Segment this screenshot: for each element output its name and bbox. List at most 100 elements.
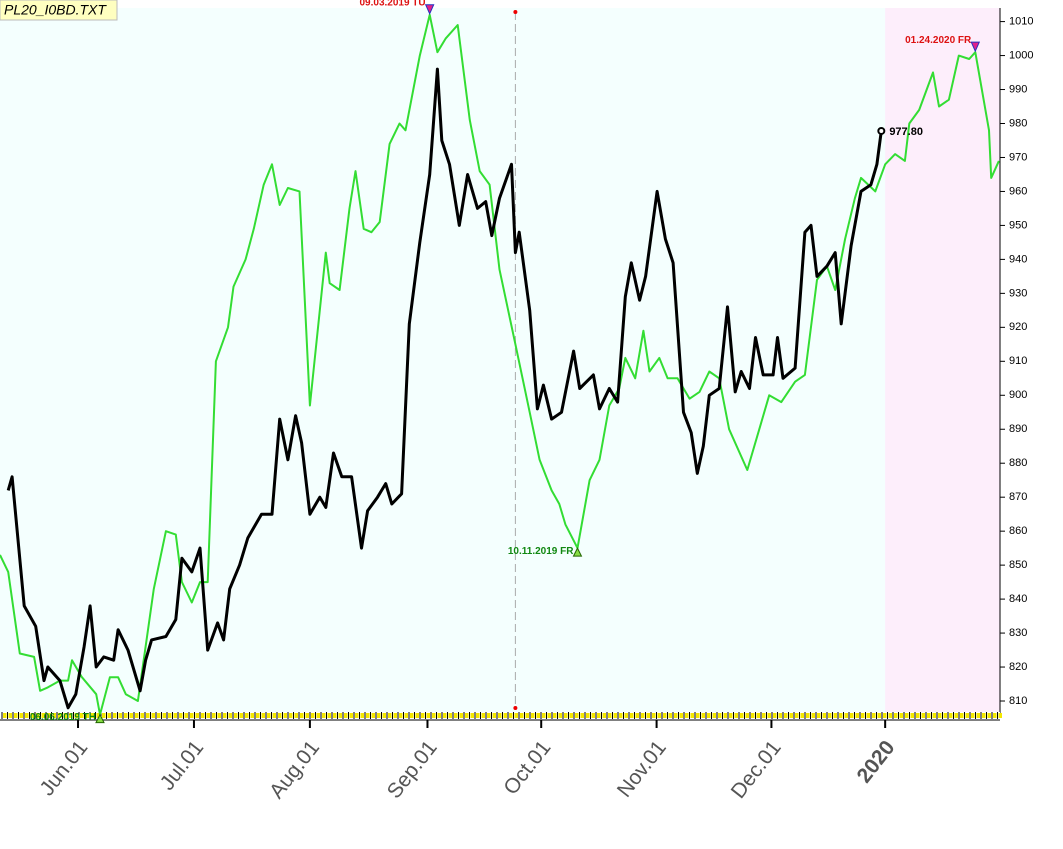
x-minor-tick-fill [778, 713, 782, 718]
x-minor-tick-fill [921, 713, 925, 718]
x-minor-tick-fill [575, 713, 579, 718]
x-minor-tick-fill [267, 713, 271, 718]
x-minor-tick-fill [212, 713, 216, 718]
x-minor-tick-fill [690, 713, 694, 718]
x-minor-tick-fill [905, 713, 909, 718]
x-minor-tick-fill [800, 713, 804, 718]
x-minor-tick-fill [696, 713, 700, 718]
x-minor-tick-fill [855, 713, 859, 718]
x-minor-tick-fill [971, 713, 975, 718]
x-minor-tick-fill [987, 713, 991, 718]
y-tick-label: 980 [1009, 117, 1027, 129]
x-minor-tick-fill [250, 713, 254, 718]
x-minor-tick-fill [817, 713, 821, 718]
x-minor-tick-fill [542, 713, 546, 718]
x-minor-tick-fill [96, 713, 100, 718]
x-minor-tick-fill [465, 713, 469, 718]
y-tick-label: 860 [1009, 525, 1027, 537]
x-minor-tick-fill [795, 713, 799, 718]
x-minor-tick-fill [938, 713, 942, 718]
x-minor-tick-fill [613, 713, 617, 718]
x-minor-tick-fill [503, 713, 507, 718]
x-minor-tick-fill [168, 713, 172, 718]
x-minor-tick-fill [47, 713, 51, 718]
x-minor-tick-fill [146, 713, 150, 718]
x-minor-tick-fill [641, 713, 645, 718]
y-tick-label: 890 [1009, 423, 1027, 435]
x-minor-tick-fill [646, 713, 650, 718]
annotation-label: 10.11.2019 FR [508, 546, 574, 557]
x-minor-tick-fill [663, 713, 667, 718]
x-minor-tick-fill [723, 713, 727, 718]
x-minor-tick-fill [151, 713, 155, 718]
plot-background [0, 8, 886, 718]
x-minor-tick-fill [382, 713, 386, 718]
x-minor-tick-fill [404, 713, 408, 718]
x-minor-tick-fill [762, 713, 766, 718]
x-minor-tick-fill [157, 713, 161, 718]
x-minor-tick-fill [668, 713, 672, 718]
x-minor-tick-fill [239, 713, 243, 718]
title-box [0, 0, 118, 21]
x-minor-tick-fill [360, 713, 364, 718]
x-minor-tick-fill [960, 713, 964, 718]
x-minor-tick-fill [107, 713, 111, 718]
x-minor-tick-fill [344, 713, 348, 718]
x-minor-tick-fill [916, 713, 920, 718]
y-tick-label: 1010 [1009, 15, 1033, 27]
x-minor-tick-fill [553, 713, 557, 718]
x-minor-tick-fill [217, 713, 221, 718]
x-minor-tick-fill [866, 713, 870, 718]
x-minor-tick-fill [173, 713, 177, 718]
y-tick-label: 810 [1009, 695, 1027, 707]
annotation-label: 06.06.2019 TH [30, 712, 96, 723]
x-minor-tick-fill [624, 713, 628, 718]
x-minor-tick-fill [751, 713, 755, 718]
x-minor-tick-fill [498, 713, 502, 718]
x-minor-tick-fill [162, 713, 166, 718]
x-minor-tick-fill [443, 713, 447, 718]
x-minor-tick-fill [289, 713, 293, 718]
y-tick-label: 950 [1009, 219, 1027, 231]
x-minor-tick-fill [74, 713, 78, 718]
vertical-marker-dot [513, 706, 518, 710]
x-minor-tick-fill [492, 713, 496, 718]
x-minor-tick-fill [459, 713, 463, 718]
y-tick-label: 870 [1009, 491, 1027, 503]
x-minor-tick-fill [976, 713, 980, 718]
x-minor-tick-fill [789, 713, 793, 718]
x-minor-tick-fill [520, 713, 524, 718]
x-minor-tick-fill [943, 713, 947, 718]
last-value-marker [877, 126, 886, 135]
x-minor-tick-fill [674, 713, 678, 718]
x-minor-tick-fill [278, 713, 282, 718]
x-minor-tick-fill [69, 713, 73, 718]
x-minor-tick-fill [432, 713, 436, 718]
x-minor-tick-fill [437, 713, 441, 718]
x-minor-tick-fill [102, 713, 106, 718]
x-minor-tick-fill [201, 713, 205, 718]
x-minor-tick-fill [767, 713, 771, 718]
x-minor-tick-fill [410, 713, 414, 718]
x-minor-tick-fill [327, 713, 331, 718]
x-minor-tick-fill [619, 713, 623, 718]
x-minor-tick-fill [63, 713, 67, 718]
x-minor-tick-fill [564, 713, 568, 718]
x-minor-tick-fill [366, 713, 370, 718]
x-minor-tick-fill [833, 713, 837, 718]
x-minor-tick-fill [388, 713, 392, 718]
x-minor-tick-fill [393, 713, 397, 718]
x-minor-tick-fill [718, 713, 722, 718]
x-minor-tick-fill [531, 713, 535, 718]
x-minor-tick-fill [8, 713, 12, 718]
last-value-label: 977.80 [889, 126, 923, 138]
x-minor-tick-fill [558, 713, 562, 718]
x-minor-tick-fill [740, 713, 744, 718]
x-minor-tick-fill [630, 713, 634, 718]
x-minor-tick-fill [828, 713, 832, 718]
x-minor-tick-fill [712, 713, 716, 718]
x-minor-tick-fill [877, 713, 881, 718]
x-minor-tick-fill [586, 713, 590, 718]
x-minor-tick-fill [25, 713, 29, 718]
x-minor-tick-fill [223, 713, 227, 718]
